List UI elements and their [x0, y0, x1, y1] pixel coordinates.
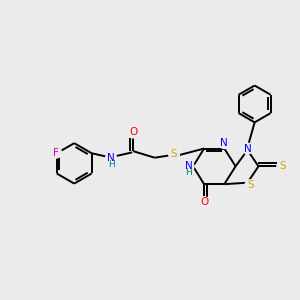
- Text: O: O: [129, 128, 137, 137]
- Circle shape: [106, 152, 116, 163]
- Text: H: H: [185, 168, 192, 177]
- Text: N: N: [244, 143, 251, 154]
- Circle shape: [219, 138, 230, 148]
- Text: S: S: [171, 149, 177, 159]
- Circle shape: [128, 127, 139, 138]
- Circle shape: [169, 149, 179, 160]
- Circle shape: [277, 161, 288, 172]
- Circle shape: [242, 143, 253, 154]
- Text: S: S: [279, 161, 286, 171]
- Circle shape: [199, 197, 209, 207]
- Text: N: N: [107, 153, 115, 163]
- Text: S: S: [247, 180, 254, 190]
- Circle shape: [245, 180, 256, 190]
- Circle shape: [51, 147, 62, 158]
- Text: F: F: [53, 148, 59, 158]
- Circle shape: [183, 161, 194, 172]
- Text: O: O: [200, 197, 208, 207]
- Text: H: H: [108, 160, 114, 169]
- Text: N: N: [185, 161, 193, 171]
- Text: N: N: [220, 138, 228, 148]
